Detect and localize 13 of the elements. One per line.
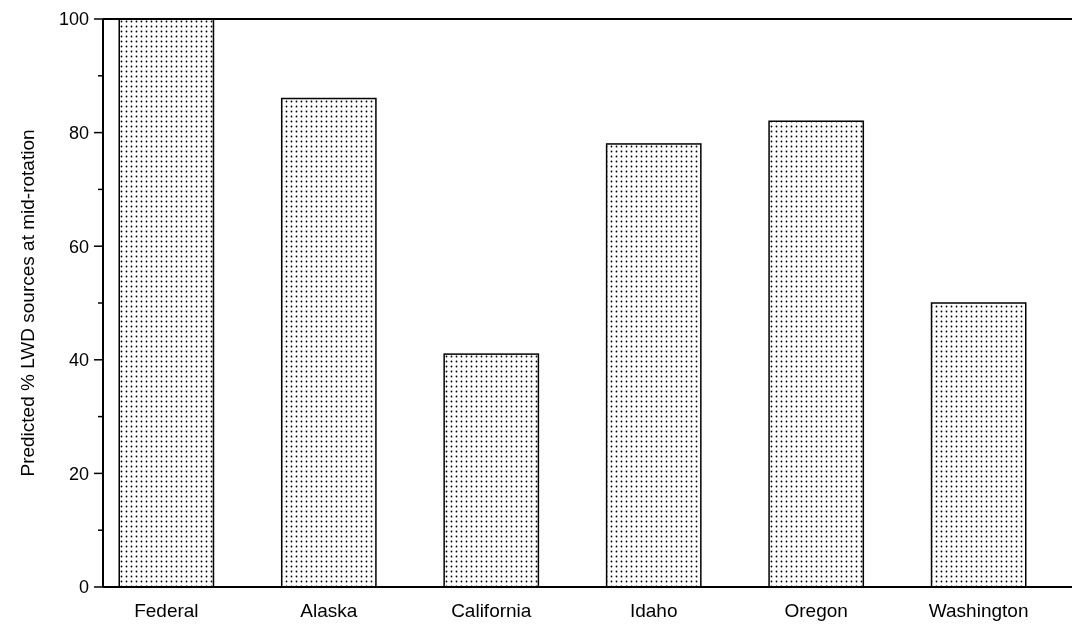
y-tick-label: 100 (58, 9, 89, 30)
y-axis-title: Predicted % LWD sources at mid-rotation (17, 129, 38, 477)
x-tick-label: Washington (928, 600, 1029, 621)
x-tick-label: Federal (134, 600, 199, 621)
y-tick-label: 0 (78, 577, 89, 598)
y-tick-label: 80 (68, 122, 89, 143)
x-tick-label: Oregon (784, 600, 848, 621)
x-tick-label: California (451, 600, 532, 621)
y-tick-label: 60 (68, 236, 89, 257)
x-tick-label: Idaho (629, 600, 678, 621)
x-tick-label: Alaska (300, 600, 358, 621)
y-tick-label: 20 (68, 463, 89, 484)
y-tick-label: 40 (68, 350, 89, 371)
